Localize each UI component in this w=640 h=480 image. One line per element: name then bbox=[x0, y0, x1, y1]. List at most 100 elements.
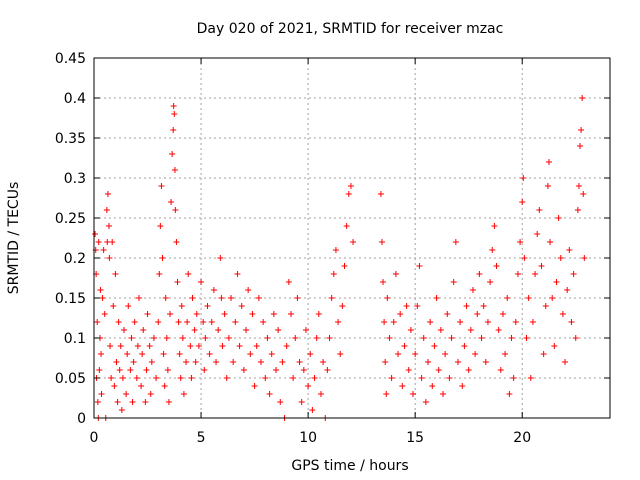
data-point bbox=[534, 231, 541, 237]
data-point bbox=[570, 271, 577, 277]
data-point bbox=[502, 351, 509, 357]
data-point bbox=[225, 335, 232, 341]
data-point bbox=[452, 239, 459, 245]
data-point bbox=[315, 311, 322, 317]
data-point bbox=[527, 375, 534, 381]
data-point bbox=[275, 327, 282, 333]
data-point bbox=[240, 367, 247, 373]
data-point bbox=[474, 311, 481, 317]
data-point bbox=[544, 183, 551, 189]
plot-frame bbox=[93, 57, 611, 419]
data-point bbox=[202, 335, 209, 341]
data-point bbox=[577, 143, 584, 149]
data-point bbox=[161, 383, 168, 389]
data-point bbox=[144, 311, 151, 317]
data-point bbox=[173, 239, 180, 245]
data-point bbox=[114, 399, 121, 405]
data-point bbox=[564, 287, 571, 293]
data-point bbox=[210, 287, 217, 293]
data-point bbox=[163, 335, 170, 341]
data-point bbox=[208, 319, 215, 325]
data-point bbox=[270, 311, 277, 317]
data-point bbox=[192, 359, 199, 365]
data-point bbox=[178, 303, 185, 309]
data-point bbox=[148, 359, 155, 365]
data-point bbox=[444, 311, 451, 317]
data-point bbox=[435, 367, 442, 373]
data-point bbox=[171, 167, 178, 173]
data-point bbox=[264, 335, 271, 341]
y-tick-label: 0.35 bbox=[55, 131, 86, 147]
data-point bbox=[446, 375, 453, 381]
data-point bbox=[341, 263, 348, 269]
y-axis-title: SRMTID / TECUs bbox=[6, 182, 22, 295]
data-point bbox=[165, 399, 172, 405]
data-point bbox=[108, 375, 115, 381]
data-point bbox=[523, 335, 530, 341]
data-point bbox=[188, 375, 195, 381]
data-point bbox=[236, 343, 243, 349]
data-point bbox=[213, 359, 220, 365]
data-point bbox=[580, 191, 587, 197]
data-point bbox=[251, 383, 258, 389]
y-tick-label: 0.05 bbox=[55, 371, 86, 387]
data-point bbox=[168, 199, 175, 205]
data-point bbox=[465, 367, 472, 373]
data-point bbox=[179, 335, 186, 341]
data-point bbox=[345, 191, 352, 197]
data-point bbox=[384, 295, 391, 301]
data-point bbox=[520, 175, 527, 181]
data-point bbox=[113, 359, 120, 365]
data-point bbox=[305, 383, 312, 389]
data-point bbox=[532, 271, 539, 277]
x-tick-label: 10 bbox=[299, 430, 317, 446]
data-point bbox=[504, 295, 511, 301]
data-point bbox=[127, 367, 134, 373]
data-point bbox=[510, 375, 517, 381]
data-point bbox=[469, 287, 476, 293]
data-point bbox=[294, 295, 301, 301]
data-point bbox=[433, 295, 440, 301]
data-point bbox=[538, 263, 545, 269]
data-point bbox=[309, 407, 316, 413]
data-point bbox=[160, 351, 167, 357]
data-point bbox=[547, 239, 554, 245]
data-point bbox=[247, 351, 254, 357]
data-point bbox=[134, 343, 141, 349]
data-point bbox=[386, 335, 393, 341]
data-point bbox=[307, 351, 314, 357]
x-tick-label: 15 bbox=[406, 430, 424, 446]
data-point bbox=[258, 359, 265, 365]
data-point bbox=[559, 311, 566, 317]
data-point bbox=[290, 375, 297, 381]
data-point bbox=[337, 351, 344, 357]
data-point bbox=[382, 359, 389, 365]
x-tick-label: 5 bbox=[197, 430, 206, 446]
data-point bbox=[138, 383, 145, 389]
data-point bbox=[512, 319, 519, 325]
data-point bbox=[131, 319, 138, 325]
data-point bbox=[183, 359, 190, 365]
data-point bbox=[328, 295, 335, 301]
data-point bbox=[442, 351, 449, 357]
data-point bbox=[383, 391, 390, 397]
data-point bbox=[109, 239, 116, 245]
data-point bbox=[425, 359, 432, 365]
data-point bbox=[107, 343, 114, 349]
data-point bbox=[112, 271, 119, 277]
data-point bbox=[150, 335, 157, 341]
y-tick-label: 0.3 bbox=[64, 171, 86, 187]
data-point bbox=[245, 287, 252, 293]
data-point bbox=[180, 391, 187, 397]
data-point bbox=[579, 95, 586, 101]
data-point bbox=[566, 247, 573, 253]
data-point bbox=[482, 359, 489, 365]
data-point bbox=[296, 359, 303, 365]
chart-title: Day 020 of 2021, SRMTID for receiver mza… bbox=[197, 21, 504, 37]
data-point bbox=[380, 279, 387, 285]
data-point bbox=[302, 327, 309, 333]
data-point bbox=[540, 351, 547, 357]
data-point bbox=[175, 319, 182, 325]
data-point bbox=[147, 391, 154, 397]
